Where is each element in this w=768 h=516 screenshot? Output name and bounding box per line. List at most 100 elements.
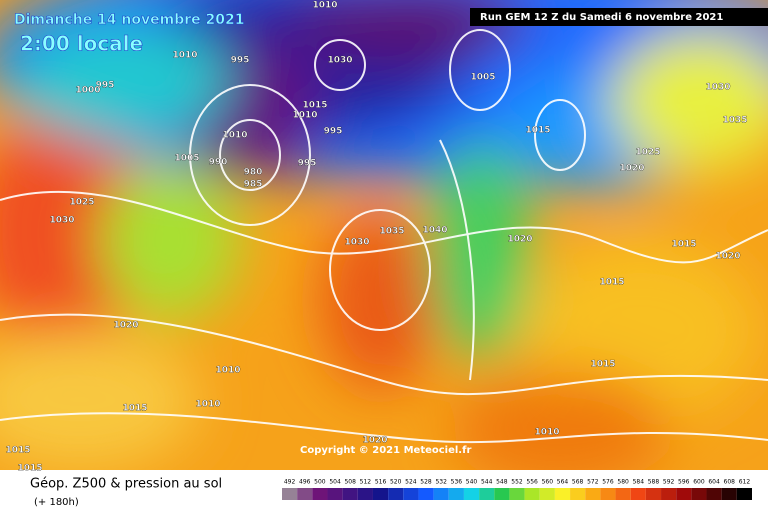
legend-swatch <box>342 488 358 500</box>
isobar-label: 1030 <box>49 216 74 226</box>
isobar-label: 1020 <box>619 164 644 174</box>
isobar-label: 1000 <box>75 86 100 96</box>
legend-swatch <box>433 488 449 500</box>
isobar-label: 1020 <box>715 252 740 262</box>
legend-swatch <box>463 488 480 500</box>
date: Dimanche 14 novembre 2021 <box>14 12 244 28</box>
legend-label: 588 <box>648 479 660 486</box>
legend-swatch <box>524 488 540 500</box>
isobar-label: 1015 <box>590 360 615 370</box>
isobar-label: 995 <box>298 159 317 169</box>
legend-label: 556 <box>526 479 538 486</box>
isobar-label: 1035 <box>379 227 404 237</box>
isobar-label: 1025 <box>69 198 94 208</box>
isobar-label: 1020 <box>113 321 138 331</box>
isobar-label: 980 <box>244 168 263 178</box>
legend-label: 576 <box>602 479 614 486</box>
legend-swatch <box>615 488 631 500</box>
isobar-label: 1015 <box>525 126 550 136</box>
legend-label: 612 <box>739 479 751 486</box>
legend-swatch <box>357 488 373 500</box>
legend-label: 592 <box>663 479 675 486</box>
isobar-label: 1010 <box>215 366 240 376</box>
footer-title: Géop. Z500 & pression au sol <box>30 477 222 492</box>
isobar-label: 1015 <box>599 278 624 288</box>
isobar-label: 1015 <box>17 464 42 474</box>
legend-label: 564 <box>557 479 569 486</box>
footer-lead: (+ 180h) <box>34 497 79 508</box>
legend-label: 548 <box>496 479 508 486</box>
isobar-label: 995 <box>231 56 250 66</box>
legend-label: 608 <box>724 479 736 486</box>
legend-label: 512 <box>360 479 372 486</box>
legend-swatch <box>570 488 586 500</box>
legend-label: 508 <box>344 479 356 486</box>
legend-swatch <box>327 488 343 500</box>
isobar-label: 1010 <box>222 131 247 141</box>
legend-swatch <box>448 488 464 500</box>
isobar-label: 995 <box>96 81 115 91</box>
legend-label: 492 <box>284 479 296 486</box>
legend-swatch <box>479 488 495 500</box>
legend-label: 604 <box>708 479 720 486</box>
copyright: Copyright © 2021 Meteociel.fr <box>300 445 471 456</box>
legend-swatch <box>418 488 434 500</box>
run-bar <box>470 8 768 26</box>
legend-swatch <box>585 488 601 500</box>
isobar-label: 1010 <box>172 51 197 61</box>
isobar-label: 1010 <box>195 400 220 410</box>
legend-swatch <box>554 488 571 500</box>
legend-label: 572 <box>587 479 599 486</box>
legend-label: 544 <box>481 479 493 486</box>
legend-label: 600 <box>693 479 705 486</box>
isobar-label: 1035 <box>722 116 747 126</box>
legend-label: 496 <box>299 479 311 486</box>
legend-swatch <box>661 488 677 500</box>
isobar-label: 1040 <box>422 226 447 236</box>
field <box>0 0 768 470</box>
legend-label: 584 <box>633 479 645 486</box>
isobar-label: 1015 <box>5 446 30 456</box>
isobar-label: 1005 <box>174 154 199 164</box>
legend-swatch <box>509 488 525 500</box>
isobar-label: 1030 <box>705 83 730 93</box>
isobar-label: 1030 <box>327 56 352 66</box>
legend-label: 524 <box>405 479 417 486</box>
isobar-label: 995 <box>324 127 343 137</box>
legend-swatch <box>736 488 752 500</box>
legend-label: 596 <box>678 479 690 486</box>
isobar-label: 1020 <box>507 235 532 245</box>
legend-swatch <box>539 488 555 500</box>
legend-label: 568 <box>572 479 584 486</box>
isobar-label: 1015 <box>671 240 696 250</box>
legend-swatch <box>312 488 328 500</box>
legend-swatch <box>721 488 737 500</box>
isobar-label: 1020 <box>362 436 387 446</box>
legend-label: 540 <box>466 479 478 486</box>
legend-label: 500 <box>314 479 326 486</box>
isobar-label: 1015 <box>302 101 327 111</box>
isobar-label: 1030 <box>344 238 369 248</box>
isobar-label: 1010 <box>534 428 559 438</box>
legend-swatch <box>691 488 707 500</box>
time: 2:00 locale <box>20 32 143 56</box>
legend-label: 528 <box>420 479 432 486</box>
legend-label: 580 <box>617 479 629 486</box>
legend-label: 516 <box>375 479 387 486</box>
legend-label: 520 <box>390 479 402 486</box>
legend-swatch <box>645 488 662 500</box>
legend-label: 560 <box>542 479 554 486</box>
legend-swatch <box>282 488 298 500</box>
legend-swatch <box>494 488 510 500</box>
legend-swatch <box>600 488 616 500</box>
legend-swatch <box>630 488 646 500</box>
isobar-label: 1025 <box>635 148 660 158</box>
legend-label: 552 <box>511 479 523 486</box>
legend-swatch <box>388 488 404 500</box>
isobar-label: 1005 <box>470 73 495 83</box>
isobar-label: 985 <box>244 180 263 190</box>
legend-swatch <box>297 488 313 500</box>
legend-swatch <box>676 488 692 500</box>
legend-label: 504 <box>329 479 341 486</box>
